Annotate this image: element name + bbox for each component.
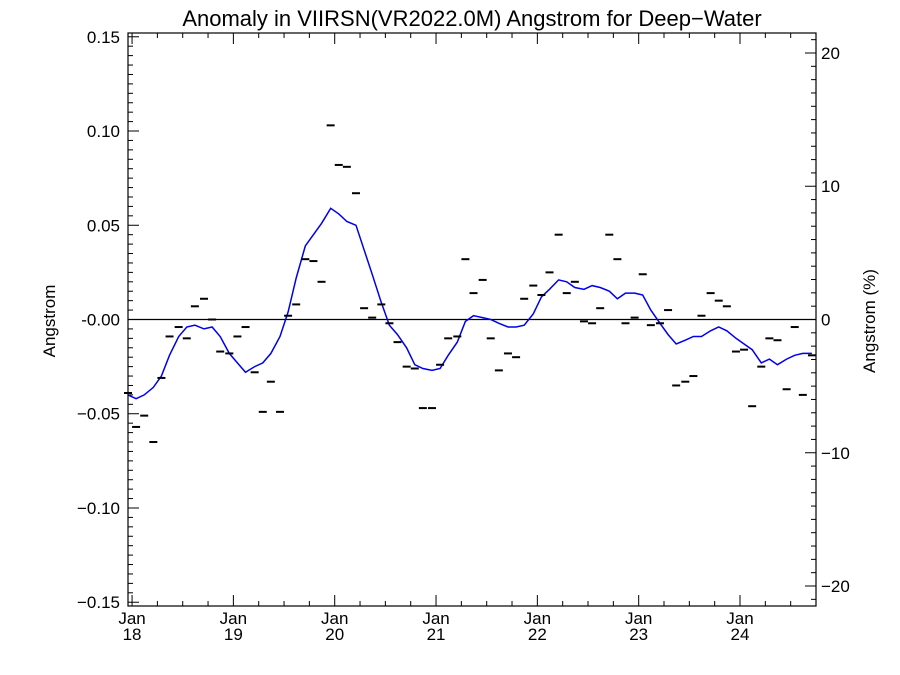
y-tick-label-right: 10: [821, 177, 840, 196]
y-tick-label-right: −20: [821, 577, 850, 596]
x-tick-year: 19: [224, 625, 243, 644]
x-tick-month: Jan: [422, 609, 449, 628]
x-tick-year: 24: [731, 625, 750, 644]
y-tick-label-left: 0.15: [87, 28, 120, 47]
x-tick-month: Jan: [625, 609, 652, 628]
y-tick-label-left: 0.05: [87, 216, 120, 235]
x-tick-month: Jan: [726, 609, 753, 628]
x-tick-year: 18: [123, 625, 142, 644]
smoothed-anomaly-line: [127, 207, 812, 400]
y-tick-label-right: 0: [821, 311, 830, 330]
x-tick-year: 21: [427, 625, 446, 644]
y-tick-label-right: 20: [821, 44, 840, 63]
axis-ticks: [128, 33, 817, 606]
y-tick-labels-left: −0.15 −0.10 −0.05 -0.00 0.05 0.10 0.15: [77, 28, 120, 612]
y-tick-label-left: 0.10: [87, 122, 120, 141]
x-tick-month: Jan: [220, 609, 247, 628]
y-axis-label-right: Angstrom (%): [860, 269, 879, 373]
x-tick-year: 23: [629, 625, 648, 644]
x-tick-year: 20: [325, 625, 344, 644]
y-tick-labels-right: −20 −10 0 10 20: [821, 44, 850, 596]
y-tick-label-right: −10: [821, 444, 850, 463]
x-tick-month: Jan: [321, 609, 348, 628]
x-tick-year: 22: [528, 625, 547, 644]
y-tick-label-left: -0.00: [81, 311, 120, 330]
chart-title: Anomaly in VIIRSN(VR2022.0M) Angstrom fo…: [182, 6, 761, 31]
x-tick-month: Jan: [118, 609, 145, 628]
y-tick-label-left: −0.15: [77, 593, 120, 612]
plot-frame: [127, 32, 817, 607]
y-tick-label-left: −0.10: [77, 499, 120, 518]
monthly-anomaly-points: [124, 124, 816, 444]
x-tick-month: Jan: [524, 609, 551, 628]
y-axis-label-left: Angstrom: [40, 285, 59, 358]
y-tick-label-left: −0.05: [77, 405, 120, 424]
